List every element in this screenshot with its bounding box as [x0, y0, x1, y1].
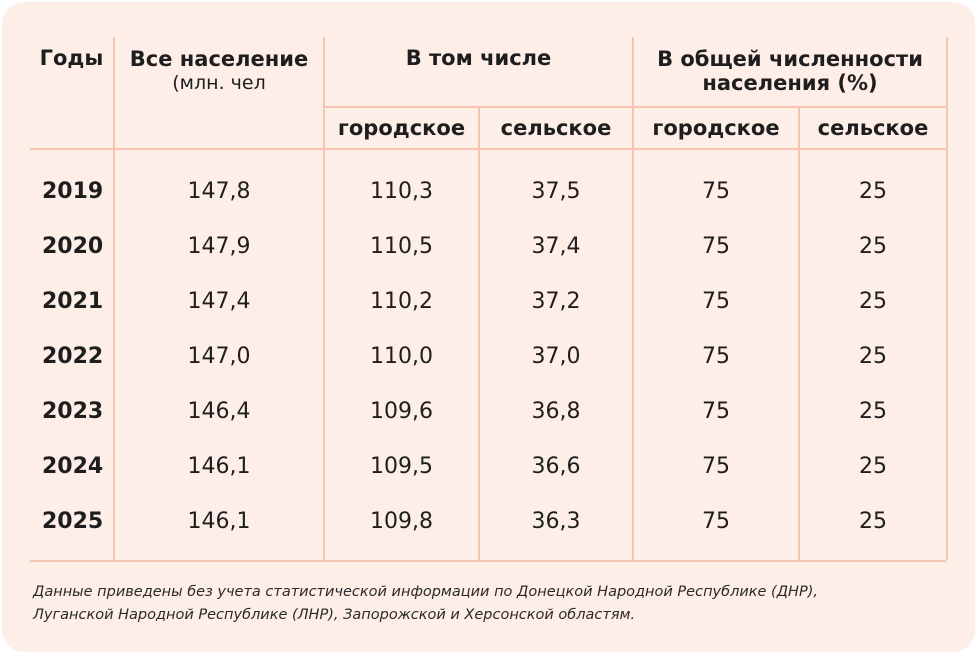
header-share-line1: В общей численности — [657, 47, 923, 71]
header-total-title: Все население — [129, 47, 309, 71]
urban-pct-cell: 75 — [702, 509, 730, 534]
header-share: В общей численности населения (%) — [634, 44, 946, 98]
rural-pct-cell: 25 — [859, 454, 887, 479]
urban-pct-cell: 75 — [702, 234, 730, 259]
total-cell: 146,4 — [187, 399, 251, 424]
rural-pct-cell: 25 — [859, 509, 887, 534]
year-cell: 2024 — [42, 454, 104, 479]
col-divider-2 — [323, 37, 325, 560]
col-divider-4 — [632, 37, 634, 560]
rural-pct-cell: 25 — [859, 234, 887, 259]
urban-cell: 110,0 — [370, 344, 433, 369]
urban-pct-cell: 75 — [702, 289, 730, 314]
rural-pct-cell: 25 — [859, 289, 887, 314]
header-urban-share: городское — [634, 112, 798, 144]
header-rural-share-label: сельское — [817, 116, 929, 140]
total-cell: 146,1 — [187, 454, 251, 479]
rural-pct-cell: 25 — [859, 344, 887, 369]
footnote-line-1: Данные приведены без учета статистическо… — [33, 584, 818, 600]
year-cell: 2022 — [42, 344, 104, 369]
header-total: Все население (млн. чел — [115, 44, 323, 98]
total-cell: 147,8 — [187, 179, 251, 204]
urban-cell: 109,8 — [370, 509, 433, 534]
header-urban-label: городское — [337, 116, 466, 140]
rural-cell: 37,2 — [531, 289, 581, 314]
urban-cell: 110,2 — [370, 289, 433, 314]
rural-cell: 36,8 — [531, 399, 581, 424]
total-cell: 147,4 — [187, 289, 251, 314]
rural-pct-cell: 25 — [859, 179, 887, 204]
urban-pct-cell: 75 — [702, 454, 730, 479]
col-divider-right — [946, 37, 948, 560]
header-rural: сельское — [480, 112, 632, 144]
header-rural-share: сельское — [800, 112, 946, 144]
rural-cell: 37,5 — [531, 179, 581, 204]
year-cell: 2025 — [42, 509, 104, 534]
col-divider-5 — [798, 106, 800, 560]
rural-pct-cell: 25 — [859, 399, 887, 424]
urban-pct-cell: 75 — [702, 179, 730, 204]
header-underline-sub — [323, 106, 946, 108]
header-total-unit: (млн. чел — [172, 72, 266, 94]
footnote-line-2: Луганской Народной Республике (ЛНР), Зап… — [33, 607, 636, 623]
urban-cell: 109,5 — [370, 454, 433, 479]
header-years-label: Годы — [39, 46, 104, 70]
year-cell: 2019 — [42, 179, 104, 204]
header-rural-label: сельское — [500, 116, 612, 140]
total-cell: 147,9 — [187, 234, 251, 259]
header-years: Годы — [30, 44, 113, 72]
total-cell: 147,0 — [187, 344, 251, 369]
urban-cell: 109,6 — [370, 399, 433, 424]
year-cell: 2021 — [42, 289, 104, 314]
year-cell: 2020 — [42, 234, 104, 259]
urban-cell: 110,3 — [370, 179, 433, 204]
year-cell: 2023 — [42, 399, 104, 424]
col-divider-3 — [478, 106, 480, 560]
header-urban-share-label: городское — [652, 116, 780, 140]
footnote: Данные приведены без учета статистическо… — [33, 581, 953, 627]
urban-pct-cell: 75 — [702, 344, 730, 369]
rural-cell: 37,4 — [531, 234, 581, 259]
header-urban: городское — [325, 112, 478, 144]
total-cell: 146,1 — [187, 509, 251, 534]
rural-cell: 37,0 — [531, 344, 581, 369]
urban-cell: 110,5 — [370, 234, 433, 259]
col-divider-1 — [113, 37, 115, 560]
urban-pct-cell: 75 — [702, 399, 730, 424]
header-including-label: В том числе — [405, 46, 552, 70]
rural-cell: 36,6 — [531, 454, 581, 479]
rural-cell: 36,3 — [531, 509, 581, 534]
table-bottom-line — [30, 560, 946, 562]
header-share-line2: населения (%) — [702, 71, 878, 95]
header-including: В том числе — [325, 44, 632, 72]
header-bottom-line — [30, 148, 946, 150]
